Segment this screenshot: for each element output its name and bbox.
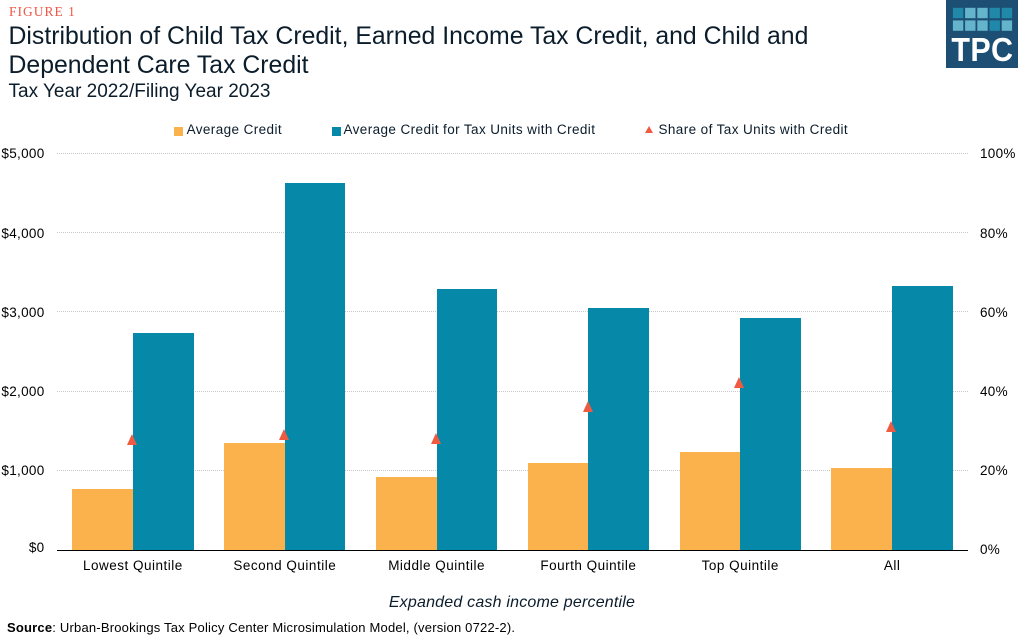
svg-text:TPC: TPC [951,31,1013,68]
